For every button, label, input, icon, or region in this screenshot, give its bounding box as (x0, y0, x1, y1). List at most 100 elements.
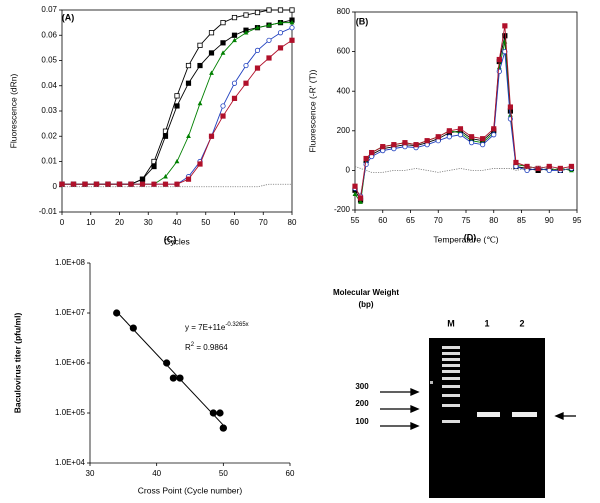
point (70, 181, 77, 187)
chart-panel: (C) 30 40 50 60 1.0E+04 1.0E+05 1.0E+06 1.0E+07 1… (12, 234, 295, 495)
point (424, 138, 430, 144)
point (289, 20, 295, 25)
point (254, 47, 261, 54)
point (197, 100, 203, 106)
lane-label: 2 (519, 318, 524, 328)
size-label: 200 (355, 399, 369, 408)
x-tick-label: 30 (144, 218, 153, 227)
point (468, 134, 475, 140)
point (289, 25, 295, 31)
x-tick-label: 90 (545, 216, 554, 225)
point (162, 133, 169, 139)
point (243, 80, 249, 86)
point (278, 20, 283, 25)
speck (430, 381, 433, 384)
point (413, 142, 419, 148)
point (231, 14, 238, 21)
point (502, 33, 508, 39)
point (491, 126, 497, 132)
x-tick-label: 85 (517, 216, 526, 225)
point (176, 374, 184, 382)
x-tick-label: 60 (378, 216, 387, 225)
point (357, 195, 364, 201)
x-tick-label: 80 (288, 218, 297, 227)
x-tick-label: 80 (489, 216, 498, 225)
x-tick-label: 95 (573, 216, 582, 225)
point (480, 142, 486, 148)
point (208, 50, 215, 56)
point (289, 7, 295, 13)
gel-panel: (D) Molecular Weight (bp) M 1 2 300 200 … (333, 232, 576, 498)
point (352, 191, 358, 196)
y-tick-label: -200 (334, 205, 351, 214)
panel-title: (D) (464, 232, 477, 242)
y-tick-label: 0.06 (41, 30, 57, 39)
y-tick-label: 400 (337, 86, 351, 95)
point (243, 62, 249, 69)
y-tick-label: 0.01 (41, 157, 57, 166)
x-tick-label: 40 (173, 218, 182, 227)
point (208, 30, 215, 36)
r-text: R (185, 343, 191, 352)
chart-panel: (A)0 10 20 30 40 50 60 70 80-0.0100.010.020.030.… (8, 5, 297, 246)
r-value: = 0.9864 (194, 343, 228, 352)
point (502, 39, 508, 44)
point (113, 309, 121, 317)
x-axis-label: Cycles (164, 236, 190, 246)
point (243, 12, 249, 18)
y-axis-label: Fluorescence (dRn) (8, 74, 18, 149)
x-tick-label: 0 (60, 218, 65, 227)
plot-frame (354, 11, 578, 211)
point (232, 37, 237, 43)
y-tick-label: 600 (337, 47, 351, 56)
point (254, 9, 261, 16)
point (197, 62, 203, 69)
point (358, 199, 363, 204)
point (277, 45, 284, 51)
y-tick-label: 0 (346, 166, 351, 175)
point (457, 126, 464, 132)
panel-title: (A) (62, 12, 75, 22)
y-tick-label: 1.0E+06 (55, 358, 86, 367)
point (174, 93, 180, 99)
point (507, 104, 514, 110)
equation-text: y = 7E+11e (185, 323, 226, 332)
series-line (354, 41, 572, 204)
equation: y = 7E+11e-0.3265x (185, 322, 249, 333)
point (546, 163, 552, 170)
x-tick-label: 65 (406, 216, 415, 225)
point (105, 181, 111, 187)
point (446, 128, 452, 134)
point (468, 140, 475, 146)
point (363, 161, 369, 168)
point (243, 30, 249, 35)
point (82, 181, 88, 187)
point (163, 174, 168, 179)
y-tick-label: 0 (53, 182, 58, 191)
point (502, 23, 508, 29)
r-superscript: 2 (191, 342, 195, 348)
x-tick-label: 40 (152, 469, 161, 478)
point (277, 30, 284, 36)
x-tick-label: 75 (462, 216, 471, 225)
point (289, 37, 295, 43)
panel-title: (B) (356, 16, 369, 26)
y-tick-label: 800 (337, 7, 351, 16)
x-tick-label: 20 (115, 218, 124, 227)
point (128, 181, 134, 187)
x-axis-label: Temperature (℃) (433, 234, 498, 244)
y-tick-label: 1.0E+08 (55, 258, 86, 267)
point (185, 176, 192, 182)
point (524, 163, 530, 170)
x-tick-label: 30 (86, 469, 95, 478)
point (380, 144, 386, 150)
x-tick-label: 60 (286, 469, 295, 478)
chart-panel: (B) 55 60 65 70 75 80 85 90 95 -200 0 200 400 600 800 Te… (307, 7, 582, 244)
y-tick-label: 0.04 (41, 81, 57, 90)
x-axis-label: Cross Point (Cycle number) (138, 485, 243, 495)
point (535, 165, 541, 172)
y-tick-label: 0.03 (41, 106, 57, 115)
y-axis-label: Fluorescence (-R' (T)) (307, 69, 317, 152)
y-tick-label: 0.05 (41, 56, 57, 65)
